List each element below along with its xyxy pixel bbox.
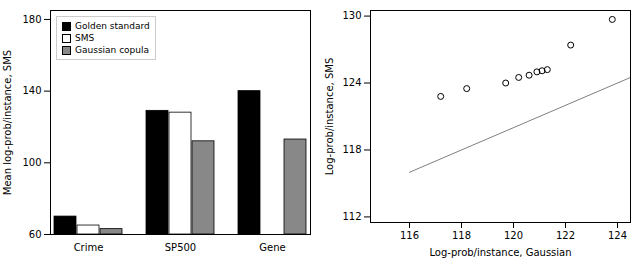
svg-text:140: 140: [22, 85, 41, 96]
svg-text:SP500: SP500: [165, 242, 196, 253]
svg-text:Gene: Gene: [259, 242, 285, 253]
svg-text:60: 60: [29, 229, 42, 240]
svg-text:120: 120: [504, 230, 523, 241]
svg-text:116: 116: [400, 230, 419, 241]
svg-text:124: 124: [608, 230, 627, 241]
svg-text:180: 180: [22, 14, 41, 25]
svg-text:100: 100: [22, 157, 41, 168]
svg-text:112: 112: [342, 211, 361, 222]
svg-text:124: 124: [342, 77, 361, 88]
svg-text:Mean log-prob/instance, SMS: Mean log-prob/instance, SMS: [2, 50, 13, 195]
svg-text:130: 130: [342, 10, 361, 21]
svg-text:Crime: Crime: [74, 242, 104, 253]
svg-text:Log-prob/instance, SMS: Log-prob/instance, SMS: [324, 58, 335, 176]
html-text:SMS: SMS: [75, 33, 95, 43]
svg-text:118: 118: [342, 144, 361, 155]
html-text:Gaussian copula: Gaussian copula: [75, 45, 149, 55]
html-text:Golden standard: Golden standard: [75, 21, 150, 31]
svg-text:118: 118: [452, 230, 471, 241]
svg-text:Log-prob/instance, Gaussian: Log-prob/instance, Gaussian: [429, 247, 571, 258]
svg-text:122: 122: [556, 230, 575, 241]
